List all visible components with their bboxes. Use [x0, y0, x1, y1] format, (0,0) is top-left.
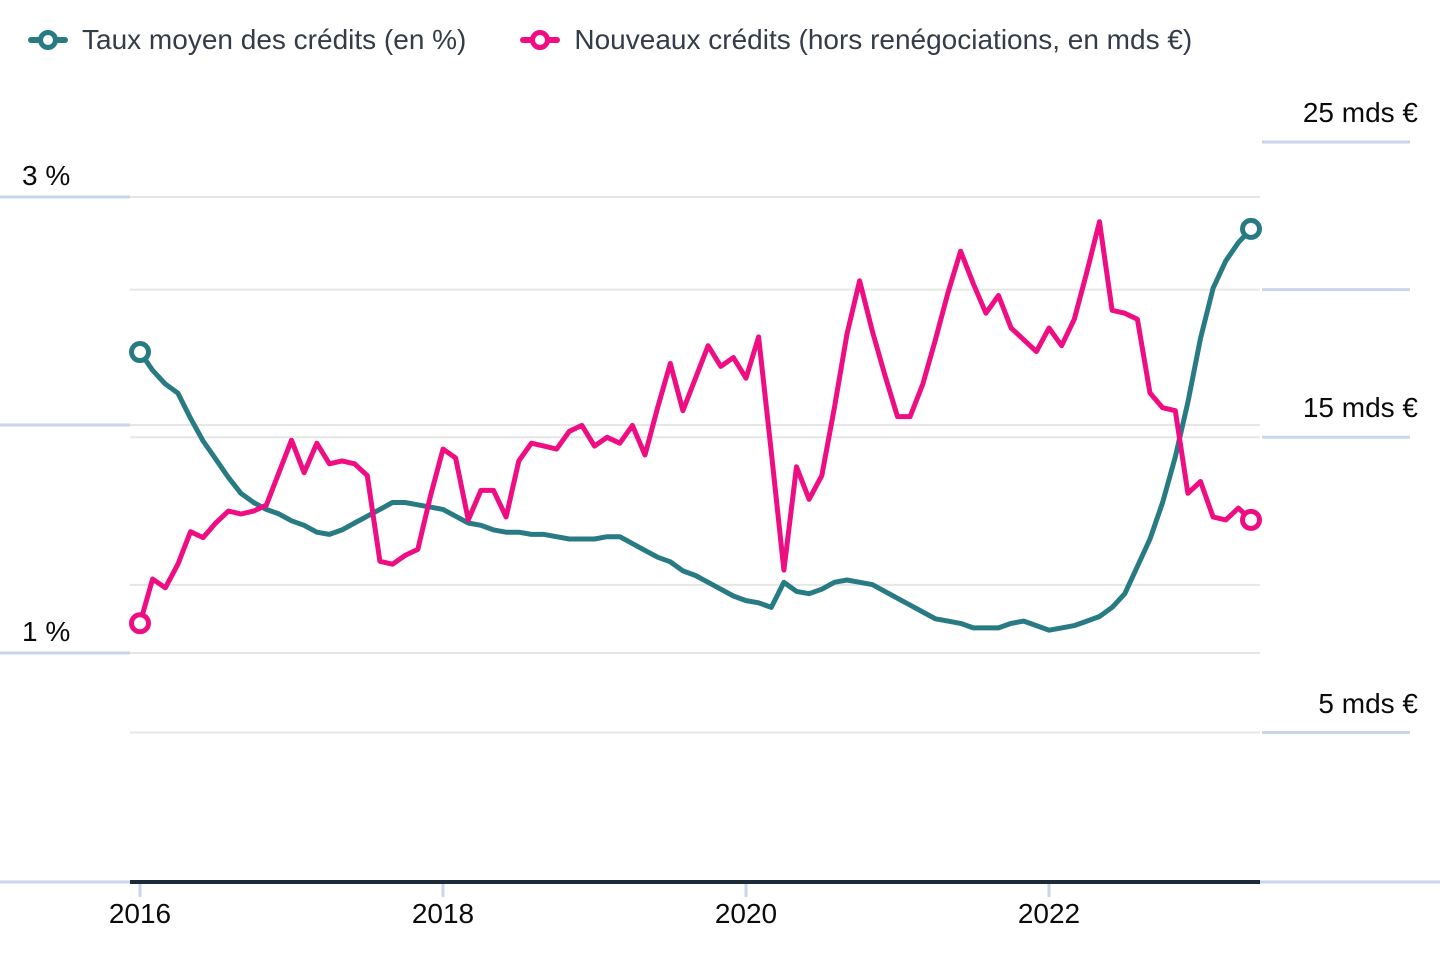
- x-axis-label-2020: 2020: [714, 898, 778, 929]
- left-axis-label-3pct: 3 %: [22, 160, 71, 191]
- teal-line-marker-icon: [28, 27, 68, 53]
- legend-label-taux: Taux moyen des crédits (en %): [82, 24, 467, 55]
- right-axis-label-5mds: 5 mds €: [1318, 688, 1418, 719]
- right-axis-label-15mds: 15 mds €: [1302, 392, 1418, 423]
- series-endpoint-marker-nouveaux-credits: [129, 612, 151, 635]
- x-axis-label-2016: 2016: [108, 898, 172, 929]
- left-axis-label-1pct: 1 %: [22, 616, 71, 647]
- x-axis-label-2018: 2018: [411, 898, 475, 929]
- series-endpoint-marker-nouveaux-credits: [1240, 508, 1262, 531]
- right-axis-label-25mds: 25 mds €: [1302, 97, 1418, 128]
- series-endpoint-marker-taux: [129, 341, 151, 364]
- x-axis-label-2022: 2022: [1017, 898, 1081, 929]
- chart-legend: Taux moyen des crédits (en %) Nouveaux c…: [28, 24, 1192, 56]
- series-line-nouveaux-credits: [137, 219, 1254, 626]
- pink-line-marker-icon: [520, 27, 561, 53]
- legend-label-nouveaux-credits: Nouveaux crédits (hors renégociations, e…: [574, 24, 1193, 55]
- series-endpoint-marker-taux: [1240, 217, 1262, 240]
- series-line-taux: [137, 226, 1254, 633]
- legend-item-nouveaux-credits[interactable]: Nouveaux crédits (hors renégociations, e…: [520, 24, 1192, 56]
- legend-item-taux[interactable]: Taux moyen des crédits (en %): [28, 24, 466, 56]
